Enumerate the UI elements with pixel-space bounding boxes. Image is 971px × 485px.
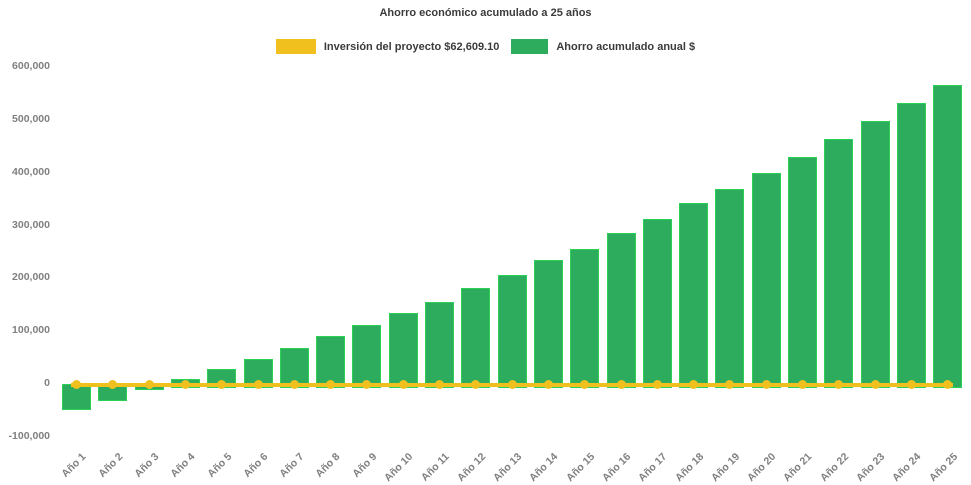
x-axis-tick-label: Año 7 [277,450,307,480]
bar-ano-22 [824,139,854,389]
x-axis-tick-label: Año 5 [204,450,234,480]
x-axis-tick-label: Año 3 [132,450,162,480]
x-axis-tick-label: Año 15 [563,450,597,485]
y-axis-tick-label: 0 [44,377,50,389]
y-axis-tick-label: 600,000 [12,60,50,73]
investment-line-marker [217,380,227,389]
x-axis-tick-label: Año 16 [599,450,634,485]
x-axis-tick-label: Año 21 [781,450,815,485]
y-axis-tick-label: 200,000 [12,271,50,284]
investment-line-marker [253,380,263,389]
investment-line-marker [580,380,590,389]
bar-ano-21 [788,156,817,389]
legend-label-ahorro: Ahorro acumulado anual $ [556,40,696,53]
x-axis-tick-label: Año 18 [672,450,706,485]
y-axis-tick-label: 300,000 [12,218,50,231]
investment-line-marker [870,380,880,389]
bar-ano-10 [388,313,418,389]
x-axis-tick-label: Año 6 [241,450,271,480]
investment-line-marker [906,380,916,389]
bar-ano-15 [570,248,600,389]
investment-line-marker [362,380,372,389]
investment-line-marker [180,380,190,389]
investment-line-marker [652,380,662,389]
investment-line-marker [435,380,444,389]
bar-ano-13 [497,274,527,389]
x-axis-tick-label: Año 20 [745,450,779,485]
x-axis-tick-label: Año 23 [854,450,888,485]
investment-line-marker [798,380,807,389]
bar-ano-19 [715,188,745,389]
bar-ano-23 [860,120,890,389]
x-axis-tick-label: Año 22 [817,450,852,485]
x-axis-tick-label: Año 11 [418,450,452,484]
x-axis-tick-label: Año 12 [454,450,489,485]
legend-label-inversion: Inversión del proyecto $62,609.10 [323,40,500,53]
investment-line-marker [72,380,81,389]
chart-title: Ahorro económico acumulado a 25 años [379,7,592,19]
bar-ano-14 [533,260,563,389]
x-axis-tick-label: Año 14 [527,450,561,485]
x-axis-tick-label: Año 2 [95,450,126,480]
investment-line-marker [398,380,408,389]
bar-ano-18 [679,203,709,389]
bar-ano-17 [642,219,672,389]
x-axis-tick-label: Año 1 [59,450,89,480]
x-axis-tick-label: Año 9 [350,450,380,480]
legend-item-inversion: Inversión del proyecto $62,609.10 [275,39,500,54]
bar-ano-12 [461,288,491,389]
investment-line-marker [289,380,299,389]
x-axis-tick-label: Año 8 [313,450,343,480]
x-axis-tick-label: Año 19 [708,450,743,485]
x-axis-tick-label: Año 24 [890,450,924,485]
investment-line-marker [834,380,844,389]
chart-legend: Inversión del proyecto $62,609.10 Ahorro… [0,39,971,54]
legend-swatch-inversion [275,39,316,54]
y-axis-tick-label: 400,000 [12,165,50,178]
bar-ano-24 [896,102,926,389]
x-axis-tick-label: Año 17 [636,450,670,485]
y-axis-tick-label: -100,000 [8,429,50,442]
investment-line-marker [471,380,481,389]
investment-line-marker [761,380,771,389]
y-axis-tick-label: 500,000 [12,112,50,125]
bar-ano-16 [606,233,636,389]
y-axis-tick-label: 100,000 [12,324,50,337]
investment-line-marker [689,380,699,389]
investment-line-marker [943,380,953,389]
bar-ano-20 [751,173,781,389]
bar-ano-25 [933,85,963,389]
bar-ano-8 [316,335,346,389]
bar-ano-9 [352,324,382,389]
x-axis-tick-label: Año 4 [168,450,198,480]
investment-line-marker [144,380,154,389]
investment-line-marker [725,380,735,389]
bar-ano-11 [425,301,454,389]
investment-line-marker [326,380,336,389]
investment-line-marker [108,380,118,389]
x-axis-tick-label: Año 10 [382,450,416,485]
legend-item-ahorro: Ahorro acumulado anual $ [511,39,695,54]
x-axis-tick-label: Año 13 [491,450,525,485]
investment-line-marker [507,380,517,389]
investment-line-marker [616,380,626,389]
investment-line-marker [543,380,553,389]
x-axis-tick-label: Año 25 [926,450,960,485]
legend-swatch-ahorro [511,39,549,54]
